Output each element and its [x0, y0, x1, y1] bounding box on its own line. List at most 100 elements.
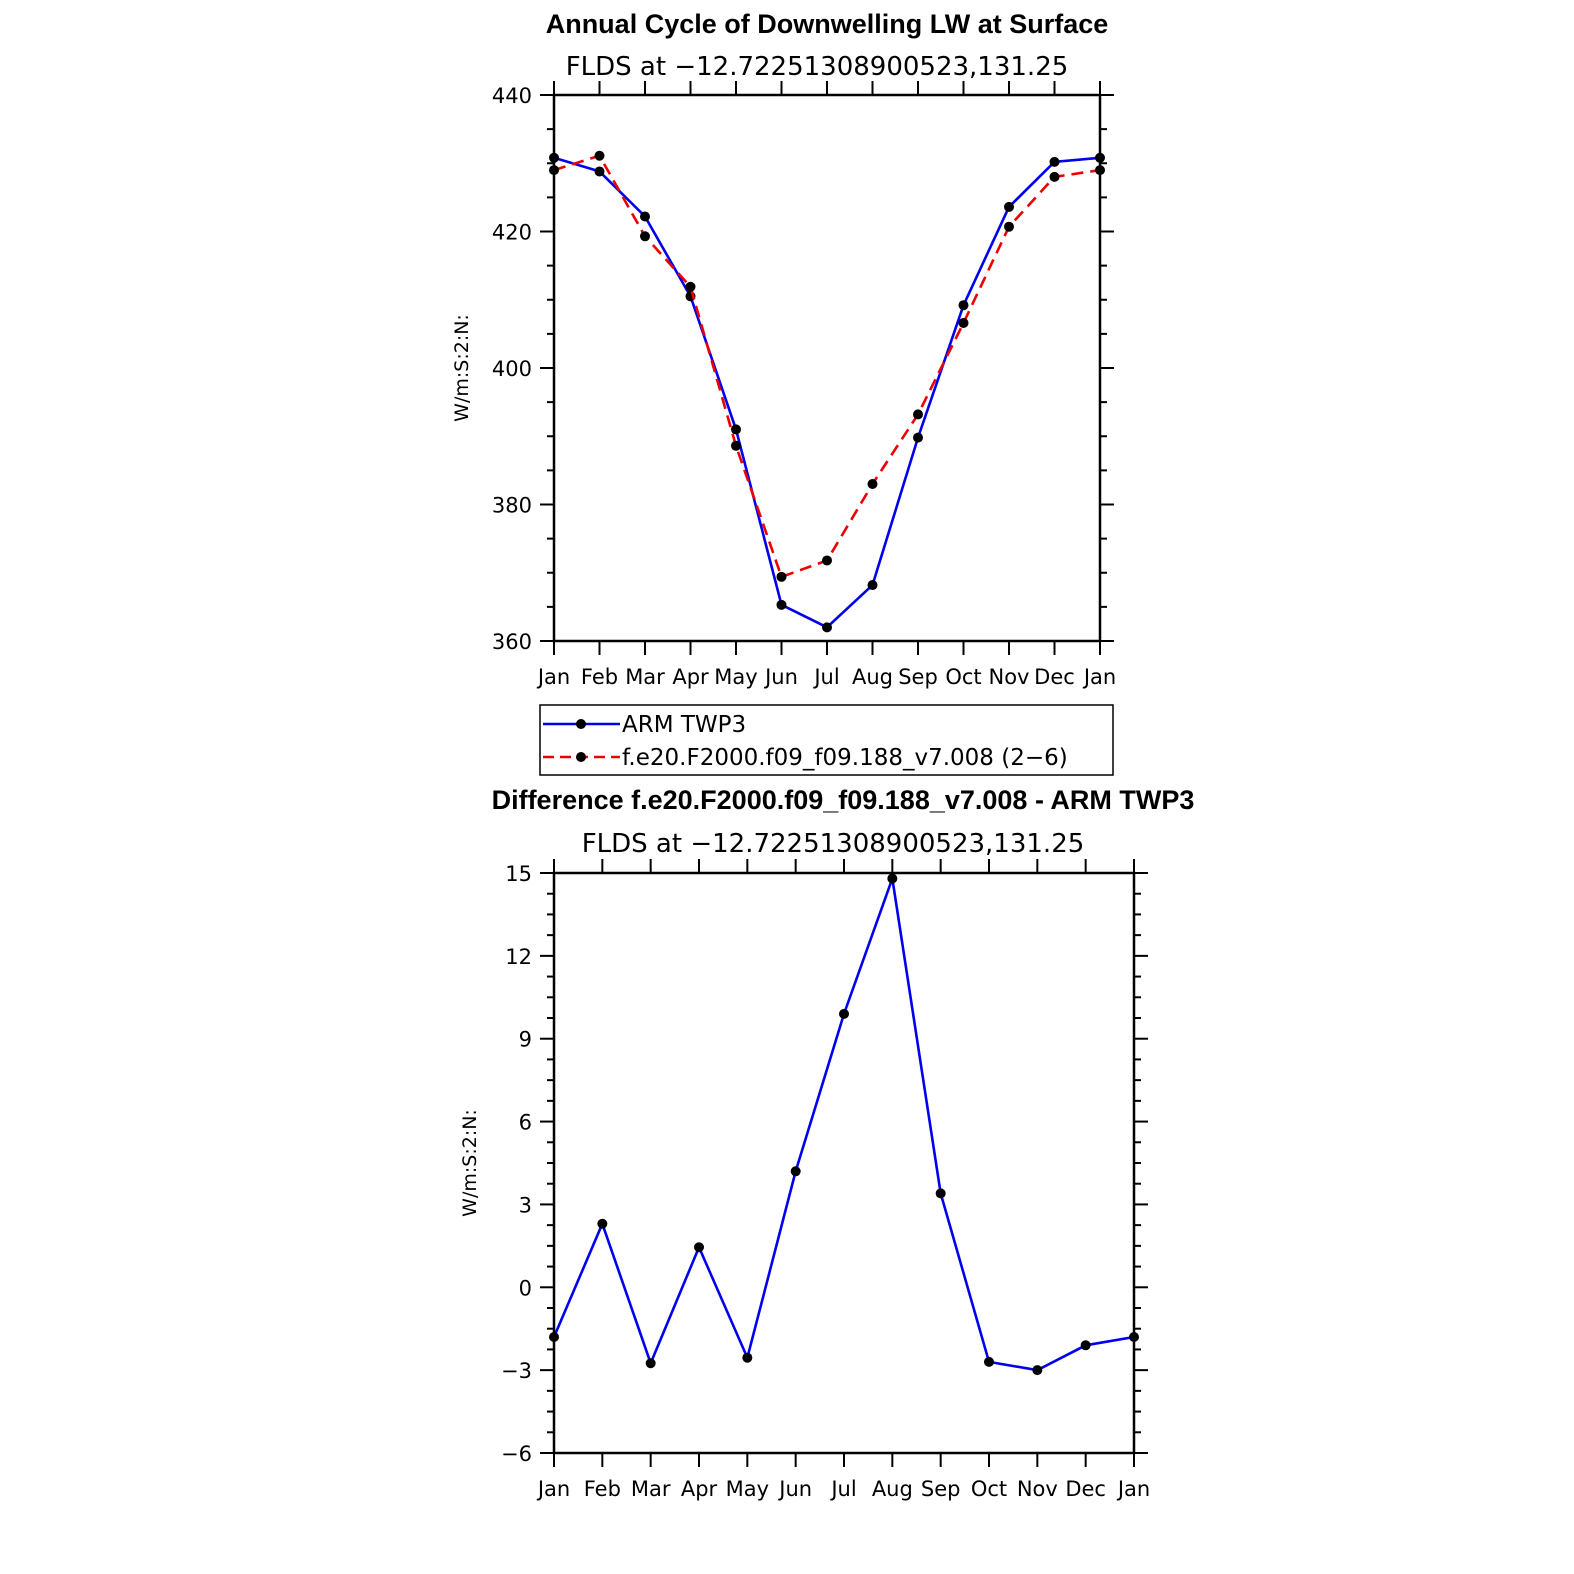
y-tick-label: 360 [492, 630, 532, 654]
chart1-title: Annual Cycle of Downwelling LW at Surfac… [546, 9, 1109, 39]
x-tick-label: Sep [898, 665, 938, 689]
x-tick-label: Dec [1065, 1477, 1106, 1501]
x-tick-label: May [726, 1477, 769, 1501]
x-tick-label: Jun [763, 665, 798, 689]
series-0-point [694, 1242, 704, 1253]
chart1-frame [552, 93, 1102, 643]
y-tick-label: 15 [505, 862, 532, 886]
x-tick-label: Feb [581, 665, 618, 689]
series-0-point [1080, 1340, 1091, 1351]
y-tick-label: 12 [505, 945, 532, 969]
series-0-point [776, 599, 787, 610]
x-tick-label: Jul [812, 665, 839, 689]
x-tick-label: Feb [584, 1477, 621, 1501]
y-tick-label: 0 [519, 1276, 532, 1300]
series-1-point [776, 571, 787, 582]
y-tick-label: −6 [501, 1442, 532, 1466]
series-0-point [731, 424, 741, 435]
x-tick-label: Aug [872, 1477, 913, 1501]
x-tick-label: Jul [829, 1477, 856, 1501]
legend-entry-arm: ARM TWP3 [543, 712, 746, 738]
chart1-x-tick-labels: Jan Feb Mar Apr May Jun Jul Aug Sep Oct Nov Dec Jan [536, 665, 1116, 689]
chart1-ylabel: W/m:S:2:N: [451, 314, 473, 422]
chart2-ticks [540, 859, 1148, 1467]
x-tick-label: Aug [852, 665, 893, 689]
chart-annual-cycle: Annual Cycle of Downwelling LW at Surfac… [451, 9, 1116, 689]
chart1-subtitle: FLDS at −12.72251308900523,131.25 [566, 52, 1069, 82]
series-1-point [1004, 221, 1014, 232]
chart1-ticks [540, 81, 1114, 655]
x-tick-label: May [714, 665, 757, 689]
x-tick-label: Mar [631, 1477, 671, 1501]
series-1-point [685, 281, 696, 292]
series-0-point [887, 873, 898, 884]
y-tick-label: 3 [519, 1193, 532, 1217]
legend-marker-arm [576, 719, 586, 729]
y-tick-label: 9 [519, 1028, 532, 1052]
series-0-point [645, 1358, 656, 1369]
chart2-frame [552, 871, 1136, 1455]
x-tick-label: Mar [625, 665, 665, 689]
legend: ARM TWP3 f.e20.F2000.f09_f09.188_v7.008 … [539, 704, 1114, 776]
x-tick-label: Apr [681, 1477, 718, 1501]
series-0-point [597, 1218, 608, 1229]
series-0-point [913, 432, 923, 443]
series-0-point [1004, 201, 1014, 212]
x-tick-label: Nov [1017, 1477, 1058, 1501]
chart2-ylabel: W/m:S:2:N: [459, 1109, 481, 1217]
chart2-series [549, 873, 1139, 1376]
series-1-point [640, 231, 650, 242]
x-tick-label: Jan [536, 665, 570, 689]
legend-box [539, 704, 1114, 776]
series-1-point [958, 317, 969, 328]
x-tick-label: Oct [971, 1477, 1007, 1501]
series-1-point [822, 555, 832, 566]
x-tick-label: Apr [672, 665, 709, 689]
series-1-point [594, 150, 605, 161]
y-tick-label: 380 [492, 494, 532, 518]
y-tick-label: 440 [492, 84, 532, 108]
series-0-point [984, 1356, 994, 1367]
y-tick-label: 400 [492, 357, 532, 381]
chart2-x-tick-labels: Jan Feb Mar Apr May Jun Jul Aug Sep Oct Nov Dec Jan [536, 1477, 1150, 1501]
chart2-y-tick-labels: −6 −3 0 3 6 9 12 15 [501, 862, 532, 1466]
chart1-series [549, 150, 1105, 633]
x-tick-label: Nov [989, 665, 1030, 689]
series-0-point [839, 1008, 849, 1019]
series-line-0 [552, 878, 1135, 1372]
x-tick-label: Dec [1034, 665, 1075, 689]
x-tick-label: Jan [1082, 665, 1116, 689]
series-0-point [822, 622, 832, 633]
series-0-point [958, 300, 969, 311]
y-tick-label: −3 [501, 1359, 532, 1383]
x-tick-label: Jan [1116, 1477, 1150, 1501]
series-0-point [742, 1352, 753, 1363]
legend-marker-model [576, 752, 586, 762]
x-tick-label: Oct [945, 665, 981, 689]
chart2-subtitle: FLDS at −12.72251308900523,131.25 [582, 829, 1085, 859]
series-line-1 [553, 154, 1101, 579]
y-tick-label: 420 [492, 221, 532, 245]
series-0-point [1049, 156, 1060, 167]
series-1-point [731, 440, 741, 451]
chart-difference: Difference f.e20.F2000.f09_f09.188_v7.00… [459, 785, 1194, 1501]
series-1-point [913, 409, 923, 420]
series-0-point [594, 166, 605, 177]
series-1-point [867, 479, 878, 490]
x-tick-label: Sep [921, 1477, 961, 1501]
x-tick-label: Jan [536, 1477, 570, 1501]
legend-label-model: f.e20.F2000.f09_f09.188_v7.008 (2−6) [622, 745, 1068, 771]
chart2-title: Difference f.e20.F2000.f09_f09.188_v7.00… [492, 785, 1195, 815]
series-0-point [867, 580, 878, 591]
legend-entry-model: f.e20.F2000.f09_f09.188_v7.008 (2−6) [543, 745, 1068, 771]
legend-label-arm: ARM TWP3 [622, 712, 746, 738]
y-tick-label: 6 [519, 1111, 532, 1135]
x-tick-label: Jun [777, 1477, 812, 1501]
series-0-point [790, 1166, 801, 1177]
series-1-point [1049, 171, 1060, 182]
chart1-y-tick-labels: 360 380 400 420 440 [492, 84, 532, 654]
series-0-point [935, 1188, 946, 1199]
series-0-point [640, 211, 650, 222]
series-0-point [1032, 1365, 1043, 1376]
